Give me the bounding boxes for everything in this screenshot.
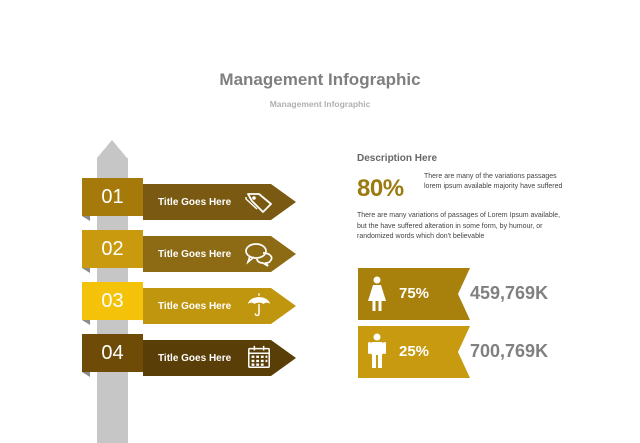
stat-2-percent: 25%	[399, 343, 430, 360]
post-tip	[97, 140, 127, 158]
row-4-number-box: 04	[82, 334, 143, 372]
stat-1-banner	[358, 268, 470, 320]
row-2-number: 02	[101, 237, 124, 260]
row-3-label: Title Goes Here	[158, 301, 232, 312]
stat-2-value: 700,769K	[470, 341, 549, 361]
row-4-label: Title Goes Here	[158, 353, 232, 364]
page-subtitle: Management Infographic	[269, 99, 371, 109]
umbrella-icon	[247, 293, 271, 317]
row-1-arrow	[143, 184, 296, 220]
stat-2-banner	[358, 326, 470, 378]
row-3-number-box: 03	[82, 282, 143, 320]
description-heading: Description Here	[357, 153, 438, 164]
tag-icon	[245, 193, 272, 213]
row-2-number-box: 02	[82, 230, 143, 268]
row-4-number: 04	[101, 341, 124, 364]
stat-1-percent: 75%	[399, 285, 430, 302]
row-2-arrow	[143, 236, 296, 272]
row-1-fold	[82, 216, 90, 221]
row-3-fold	[82, 320, 90, 325]
row-1-number-box: 01	[82, 178, 143, 216]
row-2-label: Title Goes Here	[158, 249, 232, 260]
male-person-icon	[368, 333, 386, 368]
female-person-icon	[368, 276, 386, 311]
row-3-number: 03	[101, 289, 124, 312]
stat-1-value: 459,769K	[470, 283, 549, 303]
row-2-fold	[82, 268, 90, 273]
row-1-label: Title Goes Here	[158, 197, 232, 208]
description-paragraph: There are many variations of passages of…	[357, 212, 561, 240]
row-4-fold	[82, 372, 90, 377]
chat-bubbles-icon	[245, 243, 273, 267]
page-title: Management Infographic	[219, 70, 421, 89]
row-1-number: 01	[101, 185, 124, 208]
highlight-text: There are many of the variations passage…	[424, 173, 563, 190]
calendar-icon	[248, 345, 270, 368]
highlight-percent: 80%	[357, 175, 404, 202]
